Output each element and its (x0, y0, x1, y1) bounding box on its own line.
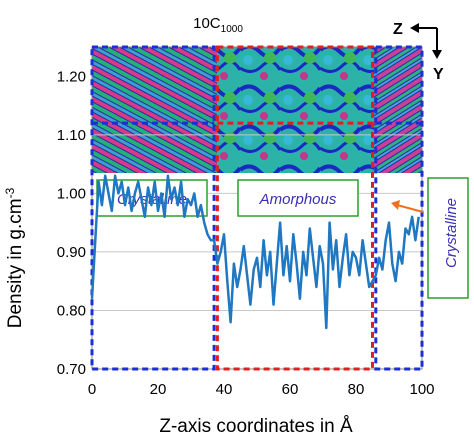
x-axis-title: Z-axis coordinates in Å (159, 416, 353, 437)
axis-compass: Z Y (393, 21, 444, 83)
region-box-1 (215, 45, 374, 371)
chart-title: 10C1000 (193, 15, 243, 35)
x-tick-label: 60 (282, 381, 299, 398)
region-box-2 (374, 45, 424, 371)
y-tick-labels: 0.70 0.80 0.90 1.00 1.10 1.20 (57, 68, 86, 378)
x-tick-label: 20 (150, 381, 167, 398)
region-label-2: Crystalline (443, 198, 460, 268)
y-tick-label: 1.20 (57, 68, 86, 85)
y-tick-label: 1.10 (57, 127, 86, 144)
region-label-box-1 (237, 179, 359, 217)
x-tick-label: 80 (348, 381, 365, 398)
x-tick-label: 40 (216, 381, 233, 398)
region-pointer-arrow (391, 200, 424, 213)
x-tick-label: 100 (409, 381, 434, 398)
region-box-0 (90, 45, 216, 371)
md-snapshot-image (92, 47, 422, 173)
y-tick-label: 0.80 (57, 302, 86, 319)
x-tick-label: 0 (88, 381, 96, 398)
y-axis-title: Density in g.cm-3 (3, 187, 26, 328)
compass-z-label: Z (393, 21, 403, 38)
region-label-box-2 (427, 177, 469, 299)
compass-y-label: Y (433, 66, 444, 83)
y-tick-label: 1.00 (57, 185, 86, 202)
density-series-line (90, 174, 420, 330)
region-label-1: Amorphous (259, 191, 337, 208)
y-tick-label: 0.70 (57, 361, 86, 378)
y-tick-label: 0.90 (57, 244, 86, 261)
x-tick-labels: 0 20 40 60 80 100 (88, 381, 435, 398)
